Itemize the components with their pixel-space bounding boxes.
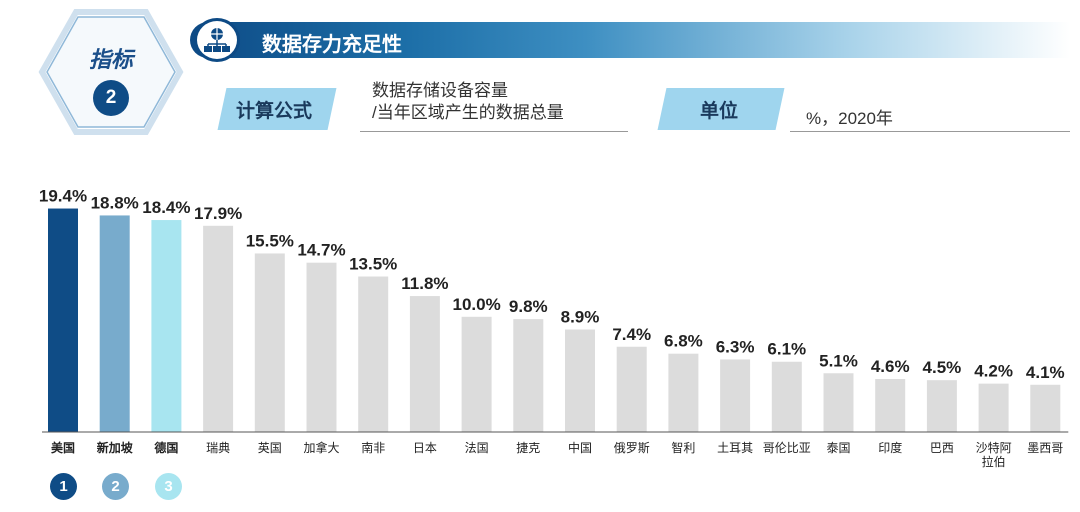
bar-9 — [461, 316, 492, 432]
rank-3-circle: 3 — [155, 473, 182, 500]
bar-5 — [254, 253, 285, 432]
category-label-15: 哥伦比亚 — [763, 440, 811, 455]
category-label-9: 法国 — [465, 441, 489, 455]
bar-11 — [565, 329, 595, 432]
rank-1-circle: 1 — [50, 473, 77, 500]
bar-10 — [513, 319, 544, 432]
value-label-5: 15.5% — [246, 231, 294, 250]
bar-19 — [978, 383, 1009, 432]
value-label-16: 5.1% — [819, 351, 858, 370]
formula-underline — [360, 131, 628, 132]
value-label-6: 14.7% — [297, 241, 345, 260]
category-label-11: 中国 — [568, 440, 592, 455]
category-label-6: 加拿大 — [303, 440, 339, 455]
network-computers-icon — [194, 18, 240, 62]
value-label-18: 4.5% — [923, 358, 962, 377]
category-label-7: 南非 — [361, 440, 385, 455]
rank-2-circle: 2 — [102, 473, 129, 500]
formula-tag-label: 计算公式 — [236, 101, 313, 122]
category-label-20: 墨西哥 — [1027, 441, 1063, 455]
category-label-18: 巴西 — [930, 441, 954, 455]
category-label-5: 英国 — [258, 441, 282, 455]
category-label-4: 瑞典 — [206, 441, 230, 455]
value-label-8: 11.8% — [401, 274, 448, 293]
category-label-1: 美国 — [51, 440, 75, 455]
bar-6 — [306, 262, 337, 432]
title-banner — [190, 22, 1070, 58]
bar-3 — [151, 220, 182, 432]
formula-numerator: 数据存储设备容量 — [372, 81, 508, 100]
bar-17 — [875, 379, 906, 432]
value-label-3: 18.4% — [142, 198, 190, 217]
value-label-13: 6.8% — [664, 332, 703, 351]
indicator-label: 指标 — [88, 47, 133, 72]
value-label-2: 18.8% — [91, 193, 139, 212]
unit-tag-label: 单位 — [700, 101, 739, 122]
bar-8 — [409, 296, 440, 432]
category-label-8: 日本 — [413, 441, 437, 455]
category-label-12: 俄罗斯 — [614, 441, 650, 455]
formula-denominator: /当年区域产生的数据总量 — [372, 103, 564, 122]
value-label-19: 4.2% — [974, 362, 1013, 381]
value-label-9: 10.0% — [452, 295, 500, 314]
category-label-14: 土耳其 — [717, 441, 753, 455]
bar-1 — [48, 208, 78, 432]
category-label-2: 新加坡 — [97, 440, 134, 455]
unit-value: %，2020年 — [806, 109, 893, 128]
bar-16 — [823, 373, 854, 432]
value-label-10: 9.8% — [509, 297, 548, 316]
page-title: 数据存力充足性 — [262, 34, 402, 56]
formula-expression: 数据存储设备容量 /当年区域产生的数据总量 — [372, 80, 564, 124]
category-label-19: 拉伯 — [982, 454, 1006, 469]
value-label-4: 17.9% — [194, 204, 242, 223]
bar-12 — [616, 346, 647, 432]
unit-underline — [790, 131, 1070, 132]
category-label-3: 德国 — [154, 440, 178, 455]
value-label-14: 6.3% — [716, 337, 755, 356]
category-label-13: 智利 — [671, 440, 695, 455]
value-label-1: 19.4% — [39, 187, 87, 206]
hexagon-frame — [38, 9, 184, 135]
value-label-15: 6.1% — [767, 340, 806, 359]
category-label-10: 捷克 — [516, 441, 540, 455]
category-label-17: 印度 — [878, 440, 902, 455]
indicator-number: 2 — [93, 80, 129, 116]
bar-13 — [668, 353, 699, 432]
bar-15 — [771, 361, 802, 432]
value-label-17: 4.6% — [871, 357, 910, 376]
value-label-20: 4.1% — [1026, 363, 1065, 382]
bar-4 — [203, 225, 234, 432]
category-label-16: 泰国 — [826, 441, 850, 455]
category-label-19: 沙特阿 — [976, 440, 1012, 455]
bar-7 — [358, 276, 389, 432]
indicator-badge: 指标 2 — [38, 8, 184, 136]
bar-20 — [1030, 384, 1061, 432]
bar-2 — [99, 215, 130, 432]
value-label-12: 7.4% — [612, 325, 651, 344]
bar-chart: 19.4% 18.8% 18.4% 17.9%15.5% 14.7%13.5%11.8%… — [39, 187, 1069, 469]
bar-14 — [720, 359, 751, 432]
bar-18 — [926, 380, 957, 432]
value-label-7: 13.5% — [349, 254, 397, 273]
value-label-11: 8.9% — [561, 307, 600, 326]
